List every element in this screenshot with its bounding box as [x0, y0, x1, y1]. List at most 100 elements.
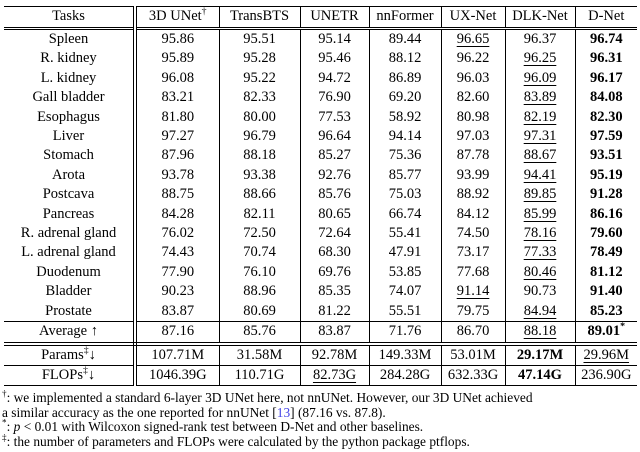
cell-text: 89.01: [587, 323, 621, 340]
table-row: L. kidney 96.08 95.22 94.72 86.89 96.03 96.09 9…: [4, 68, 637, 89]
cell-text: 88.18: [243, 147, 276, 164]
task-cell: Params‡↓: [4, 343, 137, 366]
task-cell: Prostate: [4, 301, 137, 322]
cell-text: 85.76: [243, 323, 276, 340]
cell-text: 73.17: [456, 244, 490, 261]
cell-text: 71.76: [388, 323, 422, 340]
header-row: Tasks 3D UNet† TransBTS UNETR nnFormer UX-Net…: [4, 6, 637, 30]
value-cell: 96.08: [135, 68, 220, 89]
cell-text: 84.08: [589, 89, 623, 106]
cell-text: 88.67: [523, 147, 557, 164]
cell-text: 96.65: [456, 31, 490, 47]
value-cell: 93.51: [575, 146, 637, 165]
table-row: Spleen 95.86 95.51 95.14 89.44 96.65 96.37 96.7…: [4, 28, 637, 50]
value-cell: 47.14G: [505, 365, 576, 387]
cell-text: 96.17: [589, 69, 623, 86]
task-cell: Esophagus: [4, 107, 137, 128]
value-cell: 82.11: [219, 204, 301, 225]
value-cell: 78.49: [575, 243, 637, 262]
value-cell: 85.27: [300, 146, 370, 166]
cell-text: 85.23: [589, 302, 623, 319]
value-cell: 86.70: [441, 321, 506, 346]
value-cell: 87.16: [135, 321, 220, 346]
cell-text: 74.07: [388, 283, 422, 300]
value-cell: 94.72: [300, 68, 370, 89]
cell-text: 89.85: [523, 186, 557, 203]
cell-text: 66.74: [388, 205, 422, 222]
cell-text: 91.40: [589, 283, 623, 300]
cell-text: 80.98: [456, 108, 490, 125]
cell-text: 81.22: [318, 302, 351, 319]
value-cell: 85.76: [300, 185, 370, 205]
value-cell: 96.22: [441, 49, 506, 69]
cell-text: 76.02: [161, 225, 195, 242]
cell-text: 94.72: [318, 69, 351, 86]
cell-text: 85.77: [388, 166, 422, 183]
cell-text: 95.51: [243, 31, 276, 47]
footnotes: †: we implemented a standard 6-layer 3D …: [2, 389, 638, 449]
cell-text: 97.27: [161, 128, 195, 145]
task-cell: L. kidney: [4, 68, 137, 89]
value-cell: 74.50: [441, 224, 506, 244]
cell-text: 1046.39G: [148, 366, 207, 383]
table-row: Pancreas 84.28 82.11 80.65 66.74 84.12 85.99 86…: [4, 204, 637, 225]
cell-text: 53.01M: [450, 346, 496, 363]
cell-text: 88.18: [523, 323, 557, 340]
cell-text: 3D UNet: [148, 8, 202, 25]
cell-text: 77.33: [523, 244, 557, 261]
cell-text: 95.14: [318, 31, 351, 47]
cell-text: FLOPs: [41, 366, 83, 383]
table-row: Postcava 88.75 88.66 85.76 75.03 88.92 89.85 91…: [4, 185, 637, 205]
value-cell: 93.38: [219, 165, 301, 186]
task-cell: Pancreas: [4, 204, 137, 225]
value-cell: 110.71G: [219, 365, 301, 387]
value-cell: 83.87: [135, 301, 220, 322]
tbody-scores: Spleen 95.86 95.51 95.14 89.44 96.65 96.37 96.7…: [4, 28, 637, 322]
table-row: L. adrenal gland 74.43 70.74 68.30 47.91 73.1…: [4, 243, 637, 263]
value-cell: 78.16: [505, 224, 576, 244]
value-cell: 88.12: [369, 49, 442, 69]
results-table: Tasks 3D UNet† TransBTS UNETR nnFormer UX-Net…: [4, 6, 637, 387]
footnote-line: †: we implemented a standard 6-layer 3D …: [2, 389, 638, 405]
cell-text: 72.50: [243, 225, 276, 242]
value-cell: 76.10: [219, 262, 301, 283]
value-cell: 85.76: [219, 321, 301, 346]
value-cell: 88.92: [441, 185, 506, 205]
value-cell: 80.65: [300, 204, 370, 225]
cell-text: Liver: [52, 128, 85, 145]
value-cell: 69.20: [369, 88, 442, 108]
value-cell: 83.89: [505, 88, 576, 108]
value-cell: 77.90: [135, 262, 220, 283]
value-cell: 88.67: [505, 146, 576, 166]
table-row: FLOPs‡↓ 1046.39G 110.71G 82.73G 284.28G 632.3…: [4, 365, 637, 387]
citation-link[interactable]: 13: [276, 404, 291, 420]
value-cell: 83.87: [300, 321, 370, 346]
cell-text: Postcava: [42, 186, 95, 203]
value-cell: 53.85: [369, 262, 442, 283]
value-cell: 82.19: [505, 107, 576, 128]
value-cell: 97.31: [505, 127, 576, 147]
cell-text: 149.33M: [378, 346, 432, 363]
value-cell: 96.74: [575, 29, 637, 50]
cell-text: 68.30: [318, 244, 351, 261]
cell-text: 83.21: [161, 89, 195, 106]
footnote-line: *: p < 0.01 with Wilcoxon signed-rank te…: [2, 418, 638, 434]
cell-text: 53.85: [388, 263, 422, 280]
cell-text: 69.20: [388, 89, 422, 106]
value-cell: 80.46: [505, 262, 576, 283]
cell-text: 97.03: [456, 128, 490, 145]
value-cell: 97.27: [135, 127, 220, 147]
value-cell: 89.44: [369, 28, 442, 50]
cell-text: 83.87: [318, 323, 351, 340]
cell-text: 284.28G: [379, 366, 431, 383]
value-cell: 82.73G: [300, 365, 370, 387]
value-cell: 95.28: [219, 49, 301, 69]
task-cell: R. kidney: [4, 49, 137, 69]
cell-text: 96.79: [243, 128, 276, 145]
value-cell: 77.33: [505, 243, 576, 263]
cell-text: 77.53: [318, 108, 351, 125]
cell-text: Bladder: [45, 283, 92, 300]
value-cell: 75.03: [369, 185, 442, 205]
table-row: Prostate 83.87 80.69 81.22 55.51 79.75 84.94 85…: [4, 301, 637, 322]
cell-text: 96.64: [318, 128, 351, 145]
